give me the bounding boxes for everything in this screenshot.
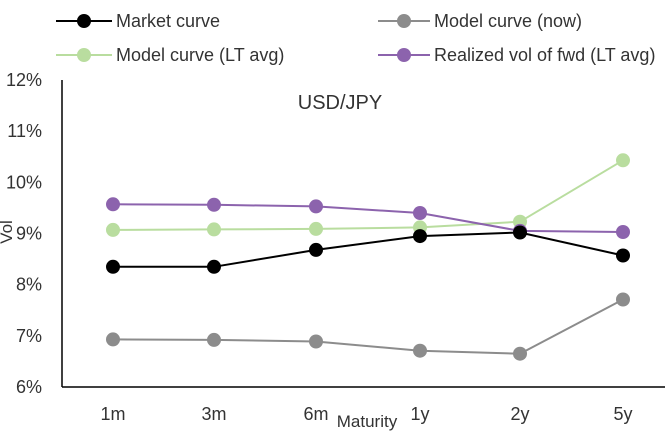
x-tick-label: 6m	[303, 404, 328, 424]
data-point	[207, 332, 221, 347]
data-point	[309, 242, 323, 257]
series-0	[106, 225, 630, 274]
data-point	[207, 197, 221, 212]
data-point	[513, 346, 527, 361]
y-tick-label: 11%	[7, 121, 42, 141]
data-point	[616, 153, 630, 168]
chart-title: USD/JPY	[298, 92, 382, 114]
y-tick-label: 10%	[6, 172, 42, 192]
data-point	[207, 259, 221, 274]
legend-label: Realized vol of fwd (LT avg)	[434, 45, 655, 65]
y-axis-label: Vol	[0, 220, 16, 244]
series-line	[112, 203, 624, 233]
legend-label: Market curve	[116, 11, 220, 31]
data-point	[413, 206, 427, 220]
legend-item: Model curve (now)	[378, 11, 582, 31]
data-point	[106, 197, 120, 212]
legend-marker	[77, 14, 91, 28]
data-point	[309, 334, 323, 349]
data-point	[309, 199, 323, 214]
data-point	[413, 229, 427, 244]
series-line	[112, 298, 624, 355]
x-tick-label: 3m	[201, 404, 226, 424]
x-tick-label: 5y	[613, 404, 632, 424]
legend-item: Model curve (LT avg)	[56, 45, 284, 65]
legend-item: Market curve	[56, 11, 220, 31]
data-point	[106, 332, 120, 347]
data-point	[616, 248, 630, 263]
y-axis: 6% 7% 8% 9% 10% 11% 12%	[6, 70, 63, 397]
data-point	[513, 225, 527, 240]
x-axis-label: Maturity	[337, 412, 398, 431]
legend-marker	[77, 48, 91, 62]
legend: Market curve Model curve (now) Model curve…	[56, 11, 655, 65]
x-tick-label: 1m	[100, 404, 125, 424]
series-2	[106, 153, 630, 237]
data-point	[309, 221, 323, 236]
legend-label: Model curve (now)	[434, 11, 582, 31]
y-tick-label: 6%	[16, 377, 42, 397]
legend-label: Model curve (LT avg)	[116, 45, 284, 65]
data-point	[616, 292, 630, 307]
series-1	[106, 292, 630, 361]
data-point	[207, 222, 221, 237]
data-point	[106, 259, 120, 274]
x-tick-label: 2y	[510, 404, 529, 424]
y-tick-label: 9%	[16, 224, 42, 244]
legend-marker	[397, 48, 411, 62]
x-tick-label: 1y	[410, 404, 429, 424]
series-line	[113, 231, 624, 268]
y-tick-label: 7%	[16, 326, 42, 346]
y-tick-label: 12%	[6, 70, 42, 90]
data-point	[616, 225, 630, 239]
legend-item: Realized vol of fwd (LT avg)	[378, 45, 655, 65]
data-point	[106, 222, 120, 237]
plot-area	[106, 153, 630, 361]
y-tick-label: 8%	[16, 275, 42, 295]
legend-marker	[397, 14, 411, 28]
x-axis: 1m 3m 6m 1y 2y 5y	[62, 386, 665, 424]
data-point	[413, 343, 427, 358]
series-line	[112, 159, 624, 231]
